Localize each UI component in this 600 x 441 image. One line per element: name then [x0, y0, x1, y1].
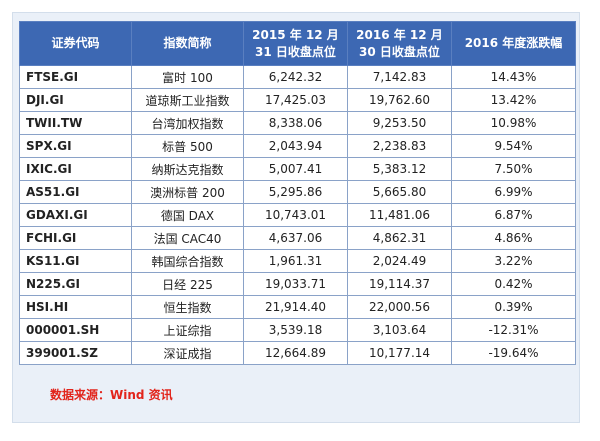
cell-close-2015: 6,242.32	[243, 65, 348, 89]
data-source-note: 数据来源：Wind 资讯	[50, 388, 173, 402]
cell-code: DJI.GI	[19, 88, 132, 112]
cell-close-2016: 7,142.83	[347, 65, 452, 89]
cell-name: 德国 DAX	[131, 203, 244, 227]
cell-change: -12.31%	[451, 318, 576, 342]
cell-name: 台湾加权指数	[131, 111, 244, 135]
cell-close-2015: 21,914.40	[243, 295, 348, 319]
cell-code: FTSE.GI	[19, 65, 132, 89]
cell-close-2015: 12,664.89	[243, 341, 348, 365]
table-body: FTSE.GI 富时 100 6,242.32 7,142.83 14.43% DJI.G…	[19, 65, 576, 365]
cell-name: 韩国综合指数	[131, 249, 244, 273]
cell-change: 3.22%	[451, 249, 576, 273]
cell-close-2015: 17,425.03	[243, 88, 348, 112]
table-row: DJI.GI 道琼斯工业指数 17,425.03 19,762.60 13.42%	[19, 88, 576, 112]
cell-close-2016: 19,762.60	[347, 88, 452, 112]
cell-change: 0.39%	[451, 295, 576, 319]
cell-code: GDAXI.GI	[19, 203, 132, 227]
cell-code: KS11.GI	[19, 249, 132, 273]
cell-close-2016: 5,383.12	[347, 157, 452, 181]
cell-code: 399001.SZ	[19, 341, 132, 365]
table-row: HSI.HI 恒生指数 21,914.40 22,000.56 0.39%	[19, 295, 576, 319]
cell-close-2016: 5,665.80	[347, 180, 452, 204]
cell-code: HSI.HI	[19, 295, 132, 319]
table-row: GDAXI.GI 德国 DAX 10,743.01 11,481.06 6.87%	[19, 203, 576, 227]
header-close-2016: 2016 年 12 月 30 日收盘点位	[347, 21, 452, 66]
cell-change: 6.87%	[451, 203, 576, 227]
cell-close-2015: 19,033.71	[243, 272, 348, 296]
cell-close-2015: 3,539.18	[243, 318, 348, 342]
cell-name: 法国 CAC40	[131, 226, 244, 250]
cell-change: 6.99%	[451, 180, 576, 204]
cell-close-2016: 3,103.64	[347, 318, 452, 342]
cell-code: TWII.TW	[19, 111, 132, 135]
cell-code: 000001.SH	[19, 318, 132, 342]
cell-change: 7.50%	[451, 157, 576, 181]
table-row: KS11.GI 韩国综合指数 1,961.31 2,024.49 3.22%	[19, 249, 576, 273]
table-row: TWII.TW 台湾加权指数 8,338.06 9,253.50 10.98%	[19, 111, 576, 135]
cell-close-2016: 11,481.06	[347, 203, 452, 227]
table-row: IXIC.GI 纳斯达克指数 5,007.41 5,383.12 7.50%	[19, 157, 576, 181]
table-header-row: 证券代码 指数简称 2015 年 12 月 31 日收盘点位 2016 年 12…	[19, 21, 576, 66]
cell-name: 纳斯达克指数	[131, 157, 244, 181]
index-performance-table: 证券代码 指数简称 2015 年 12 月 31 日收盘点位 2016 年 12…	[19, 21, 576, 365]
header-close-2015: 2015 年 12 月 31 日收盘点位	[243, 21, 348, 66]
cell-change: 14.43%	[451, 65, 576, 89]
table-row: SPX.GI 标普 500 2,043.94 2,238.83 9.54%	[19, 134, 576, 158]
cell-close-2015: 5,295.86	[243, 180, 348, 204]
cell-code: SPX.GI	[19, 134, 132, 158]
cell-name: 深证成指	[131, 341, 244, 365]
cell-close-2015: 8,338.06	[243, 111, 348, 135]
table-row: 000001.SH 上证综指 3,539.18 3,103.64 -12.31%	[19, 318, 576, 342]
cell-close-2016: 4,862.31	[347, 226, 452, 250]
cell-change: 9.54%	[451, 134, 576, 158]
table-row: AS51.GI 澳洲标普 200 5,295.86 5,665.80 6.99%	[19, 180, 576, 204]
table-row: N225.GI 日经 225 19,033.71 19,114.37 0.42%	[19, 272, 576, 296]
cell-code: FCHI.GI	[19, 226, 132, 250]
cell-change: 10.98%	[451, 111, 576, 135]
cell-close-2016: 19,114.37	[347, 272, 452, 296]
table-row: 399001.SZ 深证成指 12,664.89 10,177.14 -19.64%	[19, 341, 576, 365]
cell-name: 日经 225	[131, 272, 244, 296]
header-name: 指数简称	[131, 21, 244, 66]
cell-name: 标普 500	[131, 134, 244, 158]
cell-close-2016: 2,238.83	[347, 134, 452, 158]
cell-close-2016: 22,000.56	[347, 295, 452, 319]
cell-code: IXIC.GI	[19, 157, 132, 181]
table-row: FCHI.GI 法国 CAC40 4,637.06 4,862.31 4.86%	[19, 226, 576, 250]
cell-change: 13.42%	[451, 88, 576, 112]
cell-code: N225.GI	[19, 272, 132, 296]
cell-close-2016: 9,253.50	[347, 111, 452, 135]
cell-name: 富时 100	[131, 65, 244, 89]
table-row: FTSE.GI 富时 100 6,242.32 7,142.83 14.43%	[19, 65, 576, 89]
cell-name: 澳洲标普 200	[131, 180, 244, 204]
cell-close-2015: 10,743.01	[243, 203, 348, 227]
cell-change: 0.42%	[451, 272, 576, 296]
cell-close-2015: 4,637.06	[243, 226, 348, 250]
cell-close-2016: 2,024.49	[347, 249, 452, 273]
cell-close-2015: 2,043.94	[243, 134, 348, 158]
cell-name: 恒生指数	[131, 295, 244, 319]
header-change: 2016 年度涨跌幅	[451, 21, 576, 66]
cell-close-2016: 10,177.14	[347, 341, 452, 365]
cell-name: 道琼斯工业指数	[131, 88, 244, 112]
cell-code: AS51.GI	[19, 180, 132, 204]
table-panel: 证券代码 指数简称 2015 年 12 月 31 日收盘点位 2016 年 12…	[12, 12, 580, 423]
cell-change: -19.64%	[451, 341, 576, 365]
cell-name: 上证综指	[131, 318, 244, 342]
cell-close-2015: 5,007.41	[243, 157, 348, 181]
cell-change: 4.86%	[451, 226, 576, 250]
header-code: 证券代码	[19, 21, 132, 66]
cell-close-2015: 1,961.31	[243, 249, 348, 273]
